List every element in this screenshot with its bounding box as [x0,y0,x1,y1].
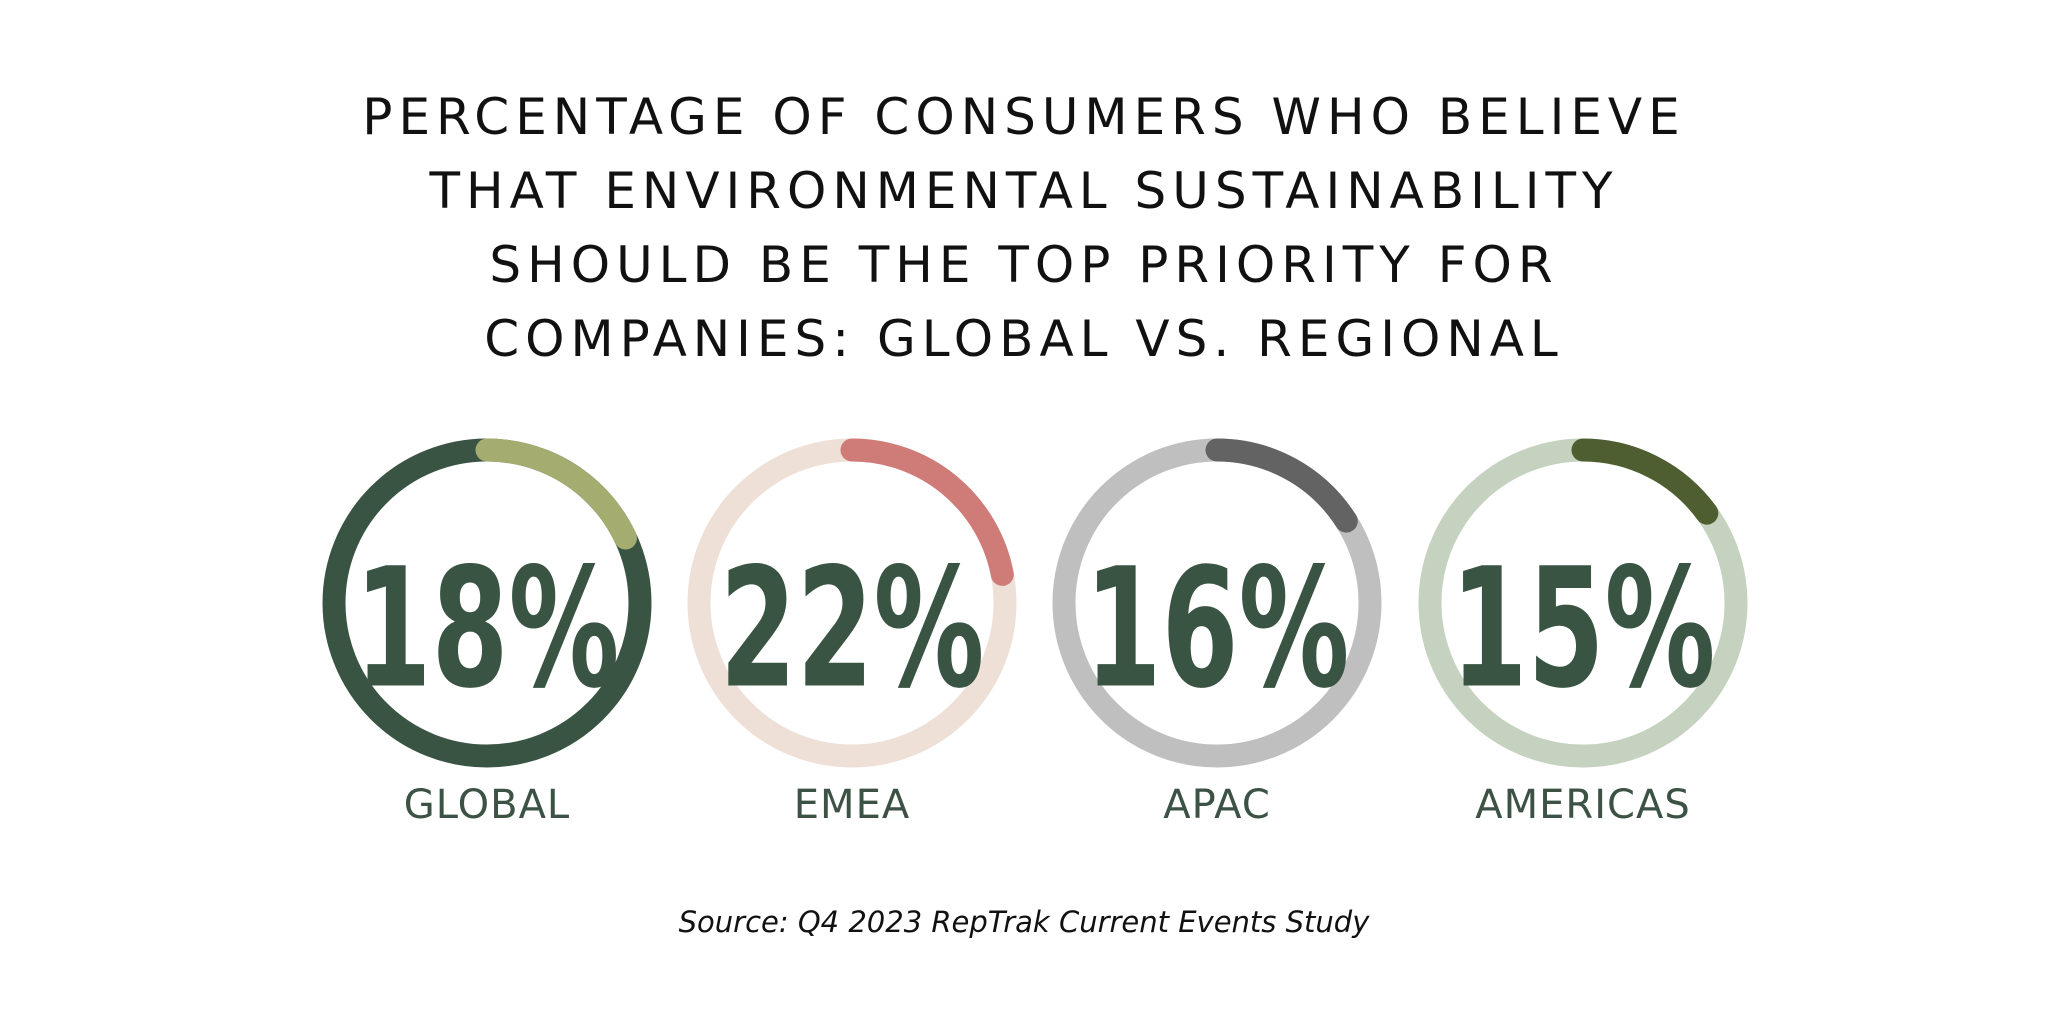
gauge-category-label: AMERICAS [1475,782,1691,828]
gauge-row: 18% 22% 16% 15% GLOBAL EMEA APAC AMERICAS [0,430,2048,850]
chart-title: PERCENTAGE OF CONSUMERS WHO BELIEVE THAT… [0,80,2048,376]
gauge-category-label: GLOBAL [403,782,571,828]
gauge-category-label: APAC [1163,782,1271,828]
source-note: Source: Q4 2023 RepTrak Current Events S… [678,905,1370,939]
gauge-value-label: 15% [1451,534,1716,726]
gauge-chart: 18% 22% 16% 15% [322,438,1748,768]
gauge-progress-arc [322,438,652,768]
gauge-global: 18% [322,438,652,768]
chart-title-line: COMPANIES: GLOBAL VS. REGIONAL [484,310,1564,368]
gauge-apac: 16% [1052,438,1382,768]
gauge-progress-arc [1418,438,1748,768]
gauge-progress-arc [1052,438,1382,768]
chart-title-line: SHOULD BE THE TOP PRIORITY FOR [489,236,1559,294]
gauge-value-label: 18% [355,534,620,726]
gauge-value-label: 22% [720,534,985,726]
gauge-emea: 22% [687,438,1017,768]
gauge-americas: 15% [1418,438,1748,768]
gauge-category-label: EMEA [793,782,911,828]
gauge-value-label: 16% [1085,534,1350,726]
chart-title-line: THAT ENVIRONMENTAL SUSTAINABILITY [429,162,1619,220]
gauge-progress-arc [687,438,1017,768]
chart-title-line: PERCENTAGE OF CONSUMERS WHO BELIEVE [362,88,1686,146]
